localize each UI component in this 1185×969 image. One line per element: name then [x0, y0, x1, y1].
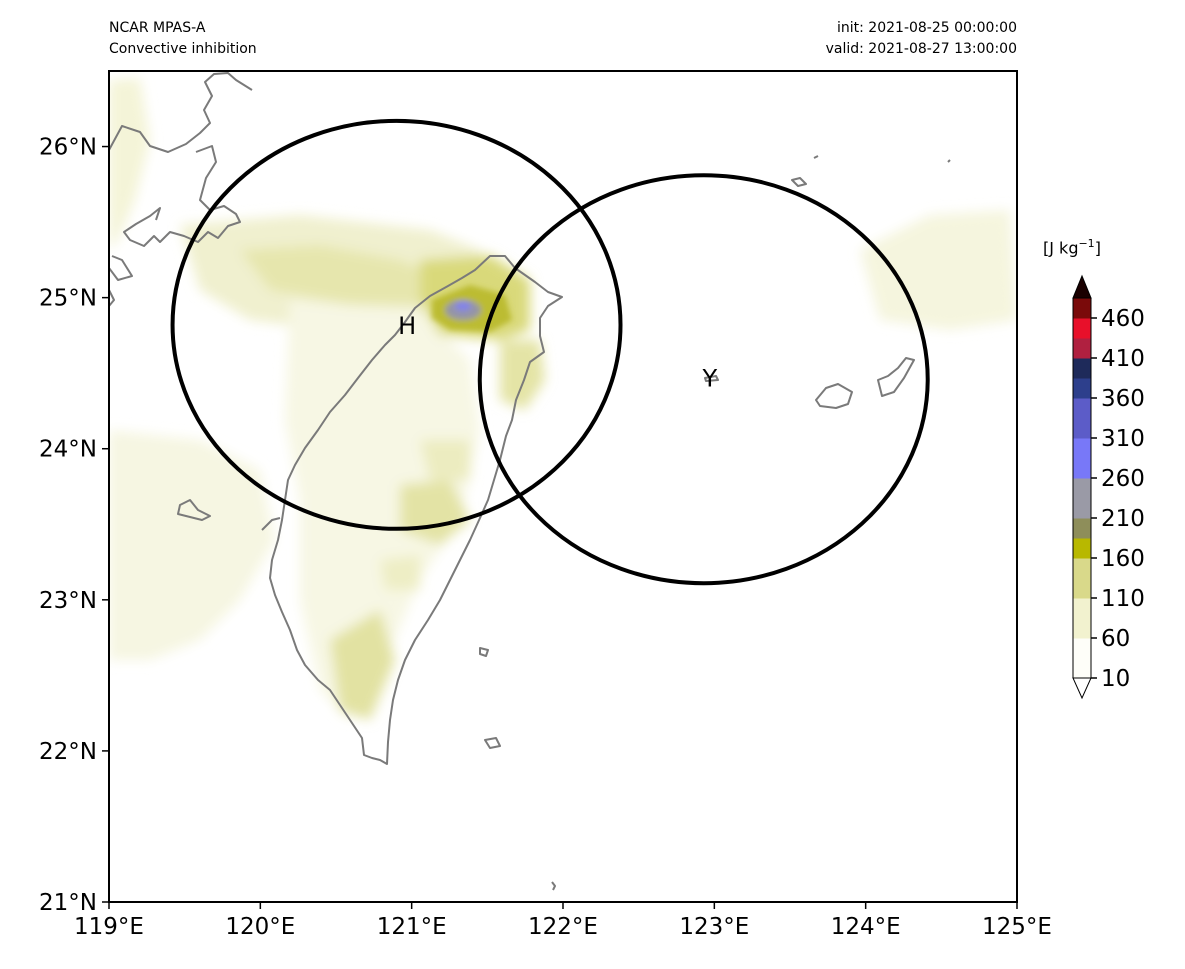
colorbar-tick-label: 110 — [1101, 586, 1145, 612]
lon-tick-label: 121°E — [377, 914, 447, 940]
model-name: NCAR MPAS-A — [109, 20, 206, 36]
colorbar-tick-label: 60 — [1101, 626, 1130, 652]
map-area: HY — [109, 71, 1017, 902]
storm-markers: HY — [398, 312, 717, 393]
colorbar-frame — [1072, 297, 1092, 679]
colorbar-segment — [1073, 318, 1091, 339]
storm-circle — [170, 118, 623, 531]
cin-core — [432, 285, 512, 332]
colorbar-segment — [1073, 438, 1091, 479]
colorbar-tick-label: 310 — [1101, 426, 1145, 452]
colorbar-tick-label: 360 — [1101, 386, 1145, 412]
storm-circles — [170, 118, 930, 586]
colorbar-segment — [1073, 298, 1091, 319]
lat-tick-label: 26°N — [39, 135, 97, 161]
colorbar-min-extend — [1072, 677, 1092, 700]
storm-center-label: Y — [701, 365, 717, 393]
colorbar-tick-label: 160 — [1101, 546, 1145, 572]
colorbar-segment — [1073, 538, 1091, 559]
colorbar-segment — [1073, 478, 1091, 519]
colorbar-tick-label: 460 — [1101, 306, 1145, 332]
colorbar-tick-label: 410 — [1101, 346, 1145, 372]
colorbar-units: [J kg−1] — [1043, 237, 1101, 258]
init-time: init: 2021-08-25 00:00:00 — [837, 20, 1017, 36]
coastlines — [109, 72, 951, 891]
lat-tick-label: 24°N — [39, 437, 97, 463]
colorbar-tick-label: 10 — [1101, 666, 1130, 692]
lon-tick-label: 125°E — [982, 914, 1052, 940]
china-coast — [109, 72, 253, 307]
colorbar-segment — [1073, 598, 1091, 639]
colorbar-tick-label: 210 — [1101, 506, 1145, 532]
small-islands — [479, 159, 951, 891]
colorbar-tick-label: 260 — [1101, 466, 1145, 492]
colorbar-segment — [1073, 398, 1091, 439]
lat-tick-label: 25°N — [39, 286, 97, 312]
lat-tick-label: 22°N — [39, 739, 97, 765]
valid-time: valid: 2021-08-27 13:00:00 — [825, 41, 1017, 57]
header-right: init: 2021-08-25 00:00:00 valid: 2021-08… — [826, 18, 1017, 60]
penghu-islands — [177, 499, 281, 531]
lon-tick-label: 124°E — [831, 914, 901, 940]
lat-tick-label: 23°N — [39, 588, 97, 614]
lon-tick-label: 122°E — [528, 914, 598, 940]
field-name: Convective inhibition — [109, 41, 257, 57]
colorbar-segment — [1073, 358, 1091, 379]
colorbar-segment — [1073, 558, 1091, 599]
colorbar-segment — [1073, 338, 1091, 359]
colorbar-segment — [1073, 378, 1091, 399]
lat-axis: 21°N 22°N 23°N 24°N 25°N 26°N — [39, 135, 109, 916]
storm-center-label: H — [398, 312, 416, 340]
cin-shading — [109, 78, 1017, 720]
storm-circle — [477, 173, 930, 586]
header-left: NCAR MPAS-A Convective inhibition — [109, 18, 257, 60]
lon-tick-label: 120°E — [225, 914, 295, 940]
ryukyu-islands — [704, 155, 915, 409]
lon-tick-label: 119°E — [74, 914, 144, 940]
colorbar: 460 410 360 310 260 210 160 110 60 10 — [1072, 274, 1145, 700]
taiwan-coast — [269, 255, 563, 765]
lon-tick-label: 123°E — [679, 914, 749, 940]
lon-axis: 119°E 120°E 121°E 122°E 123°E 124°E 125°E — [74, 902, 1052, 940]
lat-tick-label: 21°N — [39, 890, 97, 916]
colorbar-segment — [1073, 638, 1091, 679]
colorbar-segment — [1073, 518, 1091, 539]
colorbar-max-extend — [1072, 274, 1092, 299]
